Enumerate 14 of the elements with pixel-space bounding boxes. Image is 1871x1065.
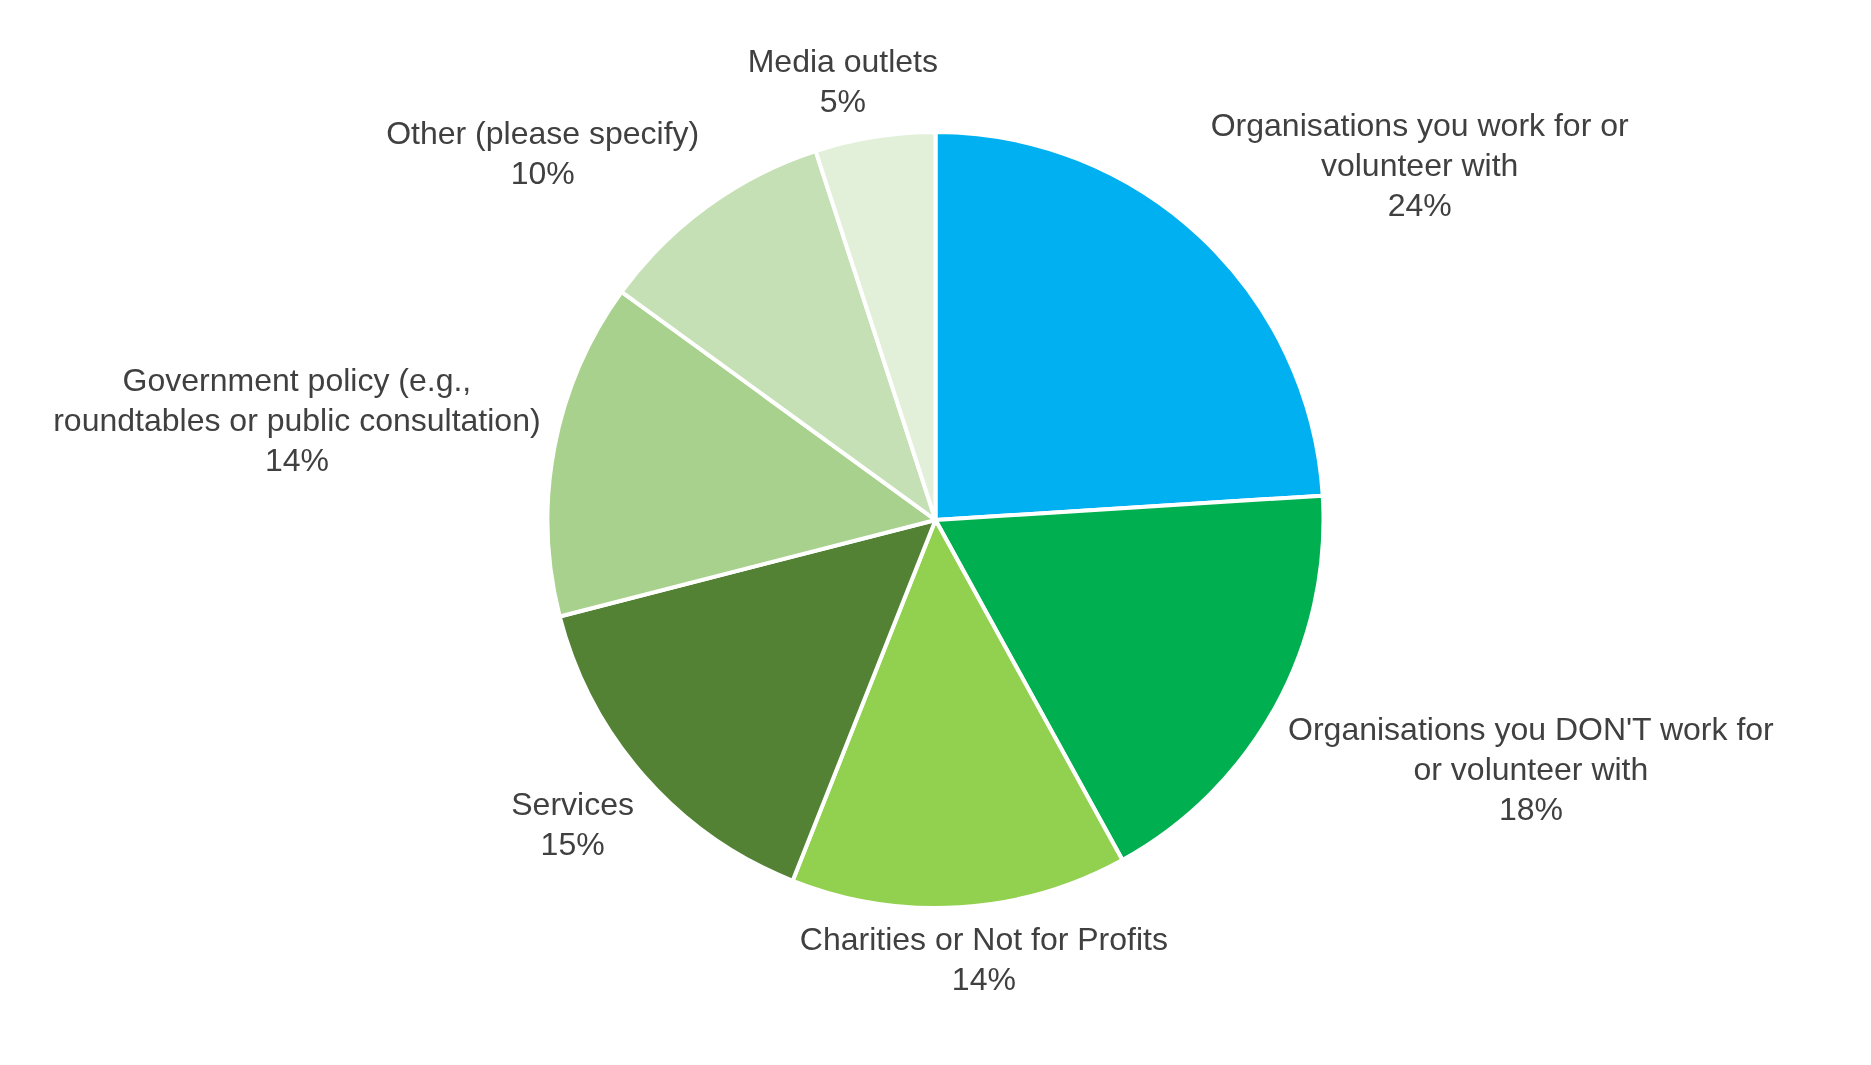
data-label: 10% [510, 154, 575, 191]
data-label: 14% [951, 961, 1016, 998]
slice-label: Charities or Not for Profits [799, 921, 1168, 958]
slice-label: Services [511, 785, 634, 822]
data-label: 14% [264, 442, 329, 479]
slice-label: Organisations you work for or volunteer with [1210, 106, 1629, 183]
slice-label: Government policy (e.g., roundtables or public consultation) [53, 362, 541, 439]
slice-label: Organisations you DON'T work for or volunteer with [1288, 711, 1775, 788]
data-label: 24% [1387, 186, 1452, 223]
data-label: 15% [540, 825, 605, 862]
data-label: 5% [819, 82, 866, 119]
data-label: 18% [1498, 791, 1563, 828]
slice-label: Media outlets [747, 42, 938, 79]
slice-label: Other (please specify) [386, 114, 700, 151]
